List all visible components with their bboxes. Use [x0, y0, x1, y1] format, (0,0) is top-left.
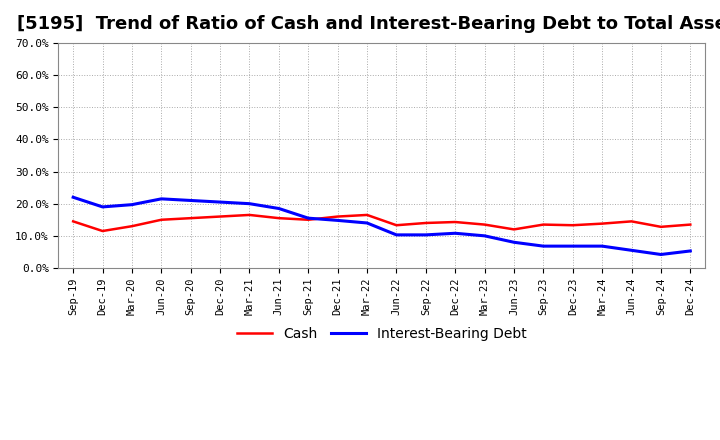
Cash: [421, 220, 430, 226]
Interest-Bearing Debt: [539, 243, 548, 249]
Cash: [98, 228, 107, 234]
Legend: Cash, Interest-Bearing Debt: Cash, Interest-Bearing Debt: [231, 322, 532, 347]
Interest-Bearing Debt: [451, 231, 459, 236]
Interest-Bearing Debt: [186, 198, 195, 203]
Interest-Bearing Debt: [686, 248, 695, 253]
Interest-Bearing Debt: [657, 252, 665, 257]
Cash: [333, 214, 342, 219]
Interest-Bearing Debt: [246, 201, 254, 206]
Interest-Bearing Debt: [274, 206, 283, 211]
Cash: [392, 223, 401, 228]
Cash: [451, 220, 459, 225]
Cash: [568, 223, 577, 228]
Interest-Bearing Debt: [392, 232, 401, 238]
Cash: [539, 222, 548, 227]
Cash: [216, 214, 225, 219]
Cash: [510, 227, 518, 232]
Cash: [246, 212, 254, 217]
Interest-Bearing Debt: [598, 243, 606, 249]
Interest-Bearing Debt: [480, 233, 489, 238]
Interest-Bearing Debt: [69, 194, 78, 200]
Title: [5195]  Trend of Ratio of Cash and Interest-Bearing Debt to Total Assets: [5195] Trend of Ratio of Cash and Intere…: [17, 15, 720, 33]
Interest-Bearing Debt: [333, 218, 342, 223]
Cash: [598, 221, 606, 226]
Interest-Bearing Debt: [127, 202, 136, 207]
Cash: [480, 222, 489, 227]
Interest-Bearing Debt: [98, 204, 107, 209]
Interest-Bearing Debt: [216, 199, 225, 205]
Cash: [363, 212, 372, 217]
Line: Cash: Cash: [73, 215, 690, 231]
Cash: [69, 219, 78, 224]
Cash: [627, 219, 636, 224]
Interest-Bearing Debt: [157, 196, 166, 202]
Cash: [127, 224, 136, 229]
Cash: [686, 222, 695, 227]
Cash: [657, 224, 665, 230]
Cash: [274, 216, 283, 221]
Interest-Bearing Debt: [363, 220, 372, 226]
Interest-Bearing Debt: [568, 243, 577, 249]
Interest-Bearing Debt: [627, 248, 636, 253]
Line: Interest-Bearing Debt: Interest-Bearing Debt: [73, 197, 690, 254]
Interest-Bearing Debt: [421, 232, 430, 238]
Interest-Bearing Debt: [304, 216, 312, 221]
Cash: [304, 217, 312, 222]
Cash: [157, 217, 166, 222]
Interest-Bearing Debt: [510, 240, 518, 245]
Cash: [186, 216, 195, 221]
